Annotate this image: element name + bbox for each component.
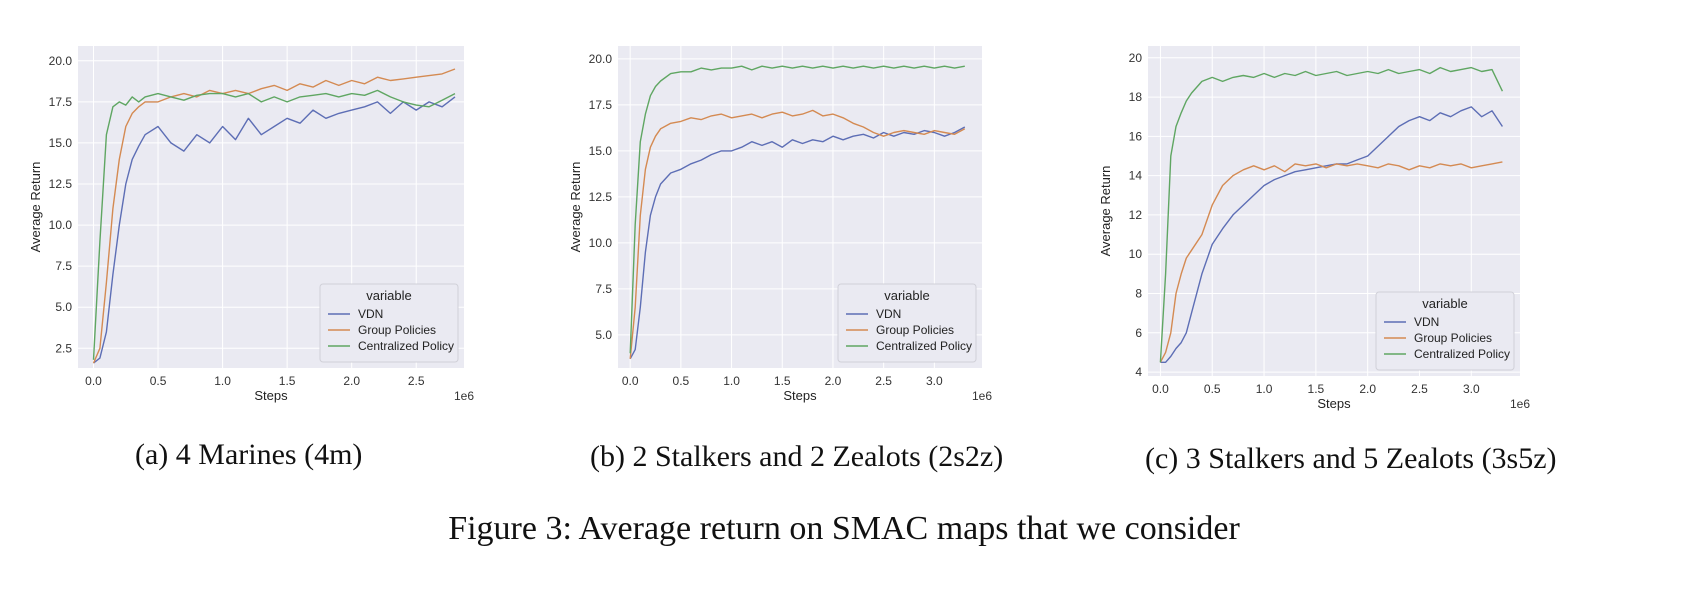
- y-tick-label: 14: [1129, 169, 1143, 183]
- y-tick-label: 12.5: [589, 190, 613, 204]
- y-tick-label: 17.5: [49, 95, 73, 109]
- series-line-group-policies: [629, 109, 966, 359]
- series-line-vdn: [93, 96, 456, 364]
- y-tick-label: 17.5: [589, 98, 613, 112]
- legend-title: variable: [1422, 296, 1468, 311]
- y-tick-label: 15.0: [589, 144, 613, 158]
- x-tick-label: 2.5: [875, 374, 892, 388]
- y-tick-label: 20.0: [589, 52, 613, 66]
- legend-title: variable: [366, 288, 412, 303]
- x-axis-multiplier: 1e6: [454, 389, 474, 403]
- legend-entry: Group Policies: [358, 323, 436, 337]
- y-tick-label: 15.0: [49, 136, 73, 150]
- x-tick-label: 1.0: [1256, 382, 1273, 396]
- x-tick-label: 1.0: [214, 374, 231, 388]
- x-tick-label: 2.0: [343, 374, 360, 388]
- legend-box: [319, 283, 459, 363]
- y-tick-label: 2.5: [55, 341, 72, 355]
- y-axis-label: Average Return: [28, 162, 43, 253]
- legend-box: [837, 283, 977, 363]
- y-tick-label: 5.0: [595, 328, 612, 342]
- y-tick-label: 12: [1129, 208, 1143, 222]
- x-tick-label: 2.5: [408, 374, 425, 388]
- legend-box: [1375, 291, 1515, 371]
- x-tick-label: 1.0: [723, 374, 740, 388]
- x-tick-label: 0.0: [85, 374, 102, 388]
- series-line-vdn: [1160, 106, 1503, 363]
- y-tick-label: 10.0: [49, 218, 73, 232]
- y-tick-label: 7.5: [595, 282, 612, 296]
- chart-svg-c: 4 6 8 10 12 14 16 18 20 0.0 0.5 1.0 1.5 2.0 2.5 3.0 Step…: [1098, 46, 1530, 411]
- series-line-group-policies: [1159, 161, 1503, 363]
- x-tick-label: 0.5: [673, 374, 690, 388]
- x-tick-label: 2.0: [1359, 382, 1376, 396]
- y-tick-label: 10.0: [589, 236, 613, 250]
- x-tick-label: 0.0: [622, 374, 639, 388]
- x-axis-label: Steps: [783, 388, 817, 403]
- x-tick-label: 3.0: [926, 374, 943, 388]
- y-tick-label: 16: [1129, 129, 1143, 143]
- panel-caption-a: (a) 4 Marines (4m): [135, 438, 363, 471]
- y-tick-label: 8: [1135, 287, 1142, 301]
- legend-entry: VDN: [1414, 315, 1439, 329]
- series-line-vdn: [629, 126, 966, 360]
- chart-svg-b: 5.0 7.5 10.0 12.5 15.0 17.5 20.0 0.0 0.5 1.0 1.5 2.…: [568, 46, 992, 403]
- y-tick-label: 5.0: [55, 300, 72, 314]
- y-tick-label: 10: [1129, 247, 1143, 261]
- legend-entry: Group Policies: [876, 323, 954, 337]
- chart-panel-b: 5.0 7.5 10.0 12.5 15.0 17.5 20.0 0.0 0.5 1.0 1.5 2.…: [560, 40, 1060, 430]
- series-line-centralized-policy: [629, 65, 965, 354]
- x-tick-label: 2.5: [1411, 382, 1428, 396]
- figure-caption: Figure 3: Average return on SMAC maps th…: [448, 510, 1240, 547]
- y-axis-label: Average Return: [568, 162, 583, 253]
- y-tick-label: 6: [1135, 326, 1142, 340]
- y-axis-label: Average Return: [1098, 166, 1113, 257]
- panel-caption-b: (b) 2 Stalkers and 2 Zealots (2s2z): [590, 440, 1004, 473]
- series-line-centralized-policy: [1159, 66, 1504, 363]
- x-axis-label: Steps: [254, 388, 288, 403]
- panel-caption-c: (c) 3 Stalkers and 5 Zealots (3s5z): [1145, 442, 1557, 475]
- legend-entry: Centralized Policy: [1414, 347, 1510, 361]
- y-tick-label: 20: [1129, 51, 1143, 65]
- y-tick-label: 12.5: [49, 177, 73, 191]
- x-axis-label: Steps: [1317, 396, 1351, 411]
- chart-panel-a: 2.5 5.0 7.5 10.0 12.5 15.0 17.5 20.0 0.0 0.5 1.0 1.…: [28, 40, 530, 430]
- x-tick-label: 1.5: [774, 374, 791, 388]
- legend-title: variable: [884, 288, 930, 303]
- y-tick-label: 7.5: [55, 259, 72, 273]
- x-axis-multiplier: 1e6: [972, 389, 992, 403]
- x-tick-label: 0.5: [150, 374, 167, 388]
- x-tick-label: 2.0: [825, 374, 842, 388]
- legend-entry: Group Policies: [1414, 331, 1492, 345]
- x-axis-multiplier: 1e6: [1510, 397, 1530, 411]
- series-line-centralized-policy: [92, 89, 456, 360]
- x-tick-label: 3.0: [1463, 382, 1480, 396]
- x-tick-label: 0.0: [1152, 382, 1169, 396]
- y-tick-label: 20.0: [49, 54, 73, 68]
- y-tick-label: 4: [1135, 365, 1142, 379]
- chart-panel-c: 4 6 8 10 12 14 16 18 20 0.0 0.5 1.0 1.5 2.0 2.5 3.0 Step…: [1098, 40, 1600, 430]
- y-tick-label: 18: [1129, 90, 1143, 104]
- x-tick-label: 1.5: [1308, 382, 1325, 396]
- legend-entry: Centralized Policy: [876, 339, 972, 353]
- legend-entry: VDN: [358, 307, 383, 321]
- legend-entry: VDN: [876, 307, 901, 321]
- x-tick-label: 1.5: [279, 374, 296, 388]
- x-tick-label: 0.5: [1204, 382, 1221, 396]
- chart-svg-a: 2.5 5.0 7.5 10.0 12.5 15.0 17.5 20.0 0.0 0.5 1.0 1.…: [28, 46, 474, 403]
- legend-entry: Centralized Policy: [358, 339, 454, 353]
